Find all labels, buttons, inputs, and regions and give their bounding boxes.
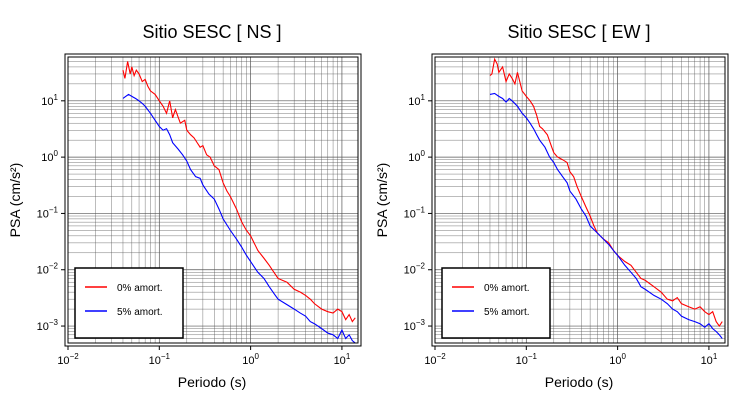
y-tick-label: 100 — [408, 149, 425, 164]
x-tick-label: 10−1 — [516, 352, 538, 367]
legend-label: 5% amort. — [484, 307, 530, 318]
y-tick-label: 10−3 — [37, 318, 59, 333]
y-tick-label: 100 — [41, 149, 58, 164]
legend-box — [74, 267, 184, 339]
x-tick-label: 100 — [242, 352, 259, 367]
y-tick-label: 10−1 — [37, 205, 59, 220]
x-tick-label: 101 — [334, 352, 351, 367]
series-line-undamped — [122, 61, 356, 323]
x-axis-label: Periodo (s) — [545, 374, 613, 390]
legend-box — [441, 267, 551, 339]
x-tick-label: 10−2 — [57, 352, 79, 367]
x-tick-label: 10−2 — [424, 352, 446, 367]
y-tick-label: 10−1 — [404, 205, 426, 220]
chart-title: Sitio SESC [ EW ] — [507, 22, 650, 42]
plot-outer-frame — [64, 53, 362, 347]
series-line-undamped — [489, 57, 723, 328]
y-axis-label: PSA (cm/s²) — [7, 163, 23, 238]
plot-outer-frame — [431, 53, 729, 347]
legend-label: 5% amort. — [117, 307, 163, 318]
chart-title: Sitio SESC [ NS ] — [142, 22, 281, 42]
x-tick-label: 100 — [609, 352, 626, 367]
chart-panel-1: Sitio SESC [ NS ] 10−2 10−1 100 101 10−3 10−2 1… — [7, 22, 362, 390]
legend-label: 0% amort. — [117, 283, 163, 294]
y-tick-label: 101 — [408, 93, 425, 108]
chart-panel-2: Sitio SESC [ EW ] 10−2 10−1 100 101 10−3 10−2 1… — [374, 22, 729, 390]
x-axis-label: Periodo (s) — [178, 374, 246, 390]
series-line-damped — [122, 93, 356, 344]
y-axis-label: PSA (cm/s²) — [374, 163, 390, 238]
plot-frame — [434, 56, 726, 344]
x-tick-label: 10−1 — [149, 352, 171, 367]
legend-label: 0% amort. — [484, 283, 530, 294]
legend: 0% amort. 5% amort. — [441, 267, 551, 339]
plot-frame — [67, 56, 359, 344]
series-line-damped — [489, 92, 723, 339]
y-tick-label: 10−3 — [404, 318, 426, 333]
x-tick-label: 101 — [701, 352, 718, 367]
y-tick-label: 10−2 — [404, 262, 426, 277]
y-tick-label: 10−2 — [37, 262, 59, 277]
y-tick-label: 101 — [41, 93, 58, 108]
legend: 0% amort. 5% amort. — [74, 267, 184, 339]
